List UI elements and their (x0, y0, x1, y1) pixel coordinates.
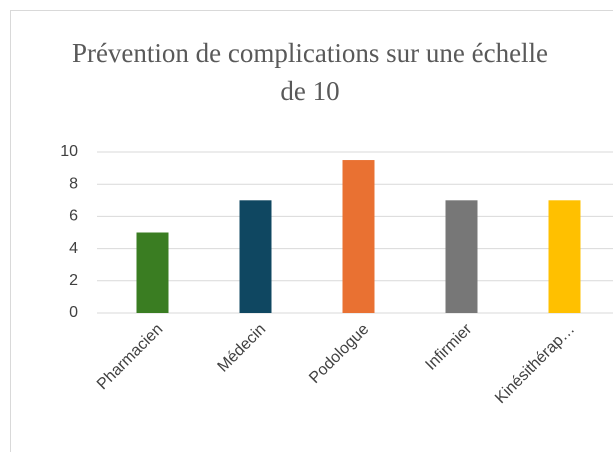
chart-title: Prévention de complications sur une éche… (71, 38, 549, 106)
y-tick-label: 2 (69, 272, 78, 289)
bar (342, 160, 375, 313)
x-tick-label: Podologue (306, 321, 372, 387)
bar (239, 200, 272, 313)
y-tick-label: 0 (69, 304, 78, 321)
y-tick-label: 10 (60, 143, 78, 160)
x-tick-label: Infirmier (422, 320, 475, 373)
bar (445, 200, 478, 313)
bar (136, 232, 169, 313)
bar (548, 200, 581, 313)
y-tick-label: 8 (69, 175, 78, 192)
y-tick-label: 6 (69, 208, 78, 225)
x-tick-label: Pharmacien (94, 321, 166, 393)
x-tick-label: Kinésithérap… (492, 321, 578, 407)
y-tick-label: 4 (69, 240, 78, 257)
chart-frame (10, 10, 613, 452)
x-tick-label: Médecin (215, 321, 270, 376)
